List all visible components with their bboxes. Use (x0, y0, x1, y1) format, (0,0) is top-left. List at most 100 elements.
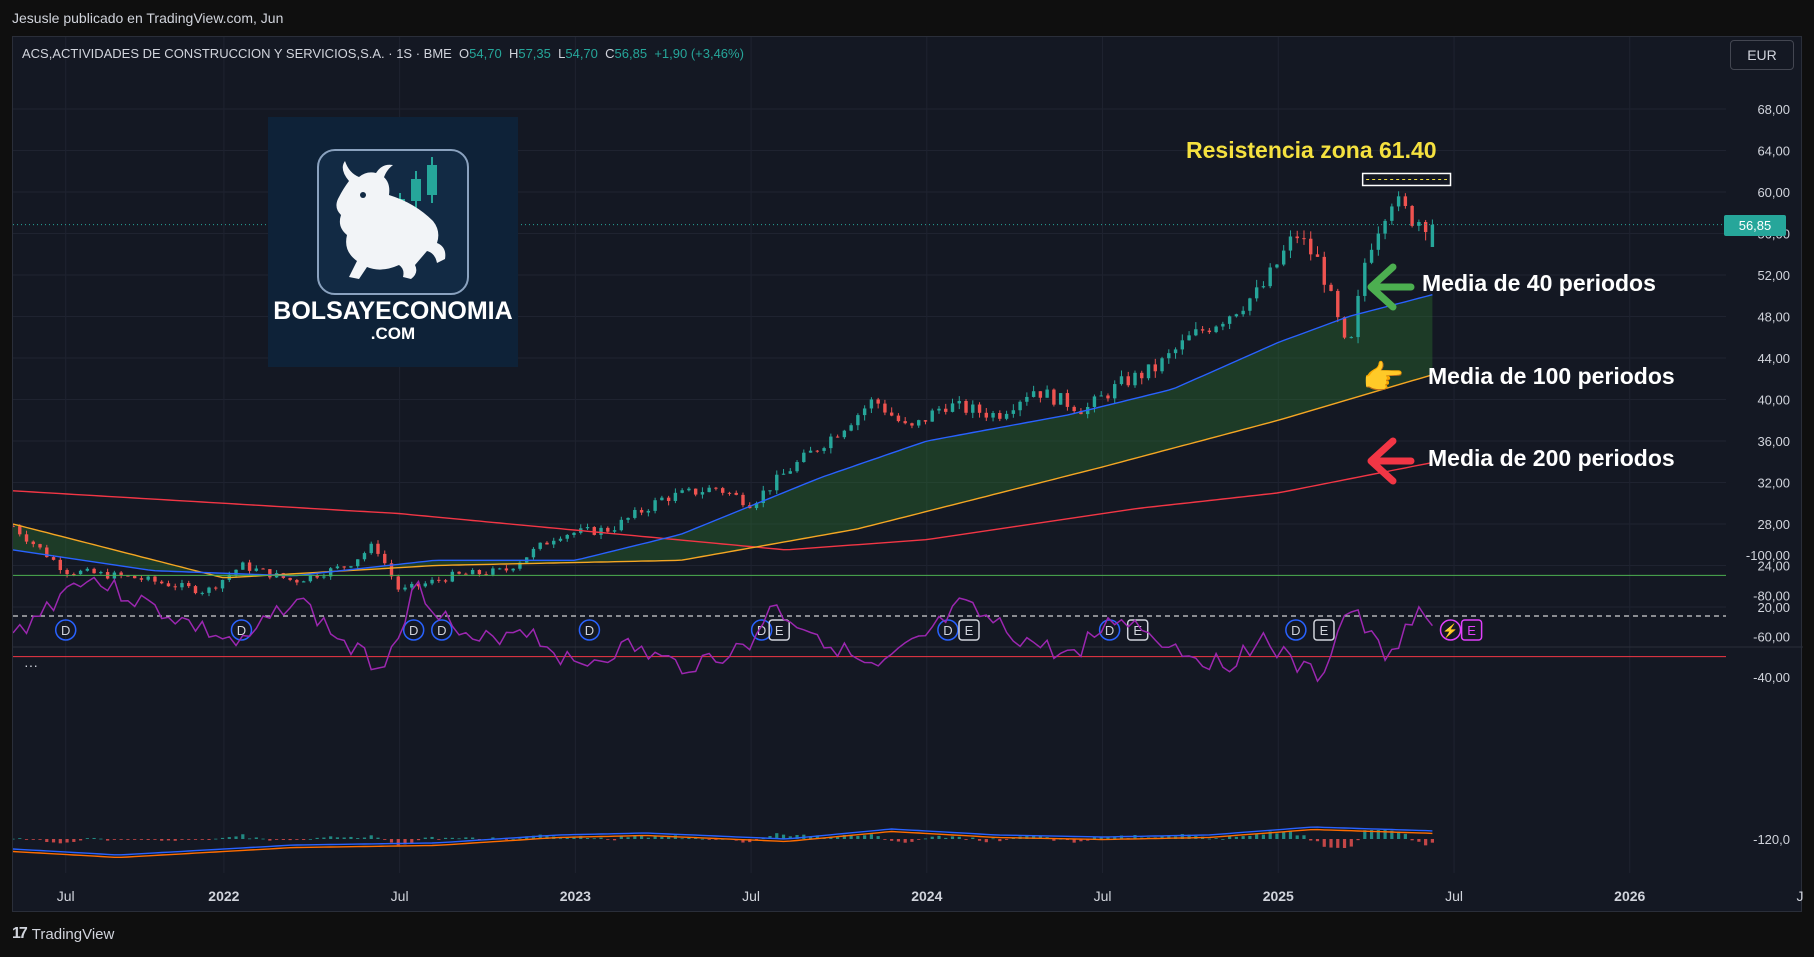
price-tick-label: 60,00 (1757, 185, 1790, 200)
macd-histogram-bar (45, 839, 49, 842)
candle-body (639, 509, 644, 513)
macd-histogram-bar (1268, 831, 1272, 839)
macd-histogram-bar (410, 839, 414, 843)
macd-histogram-bar (660, 836, 664, 839)
candle-body (383, 553, 387, 564)
macd-histogram-bar (1309, 839, 1313, 841)
macd-histogram-bar (416, 839, 421, 841)
macd-histogram-bar (1052, 839, 1056, 841)
candle-body (288, 577, 292, 580)
ma40-line (13, 294, 1433, 577)
candle-body (254, 568, 259, 571)
candle-body (1322, 256, 1326, 285)
macd-histogram-bar (200, 839, 204, 840)
candle-body (416, 583, 421, 587)
candle-body (1018, 401, 1022, 411)
macd-histogram-bar (430, 836, 434, 839)
macd-histogram-bar (464, 837, 468, 839)
candle-body (1180, 340, 1185, 350)
macd-histogram-bar (1288, 830, 1293, 839)
macd-histogram-bar (795, 835, 799, 839)
macd-histogram-bar (187, 839, 191, 840)
macd-histogram-bar (369, 835, 373, 839)
macd-histogram-bar (58, 839, 62, 844)
arrow-stroke (1367, 437, 1415, 485)
candle-body (1200, 329, 1205, 331)
price-tick-label: 40,00 (1757, 393, 1790, 408)
candle-body (410, 583, 414, 588)
symbol-legend[interactable]: ACS,ACTIVIDADES DE CONSTRUCCION Y SERVIC… (22, 46, 744, 61)
candle-body (531, 548, 536, 558)
time-tick-label: 2024 (911, 888, 942, 904)
macd-histogram-bar (1011, 838, 1015, 839)
ma100-annotation: Media de 100 periodos (1428, 363, 1675, 389)
macd-histogram-bar (558, 838, 563, 840)
candle-body (1038, 391, 1043, 398)
macd-histogram-bar (504, 839, 509, 840)
rsi-tick-label: -80,00 (1753, 589, 1790, 604)
candle-body (998, 412, 1002, 419)
candle-body (1167, 353, 1171, 359)
macd-histogram-bar (106, 839, 110, 841)
candle-body (322, 576, 326, 578)
macd-histogram-bar (295, 839, 299, 840)
marker-label: D (585, 623, 594, 638)
macd-histogram-bar (518, 838, 522, 840)
macd-histogram-bar (639, 835, 644, 839)
candle-body (511, 568, 515, 571)
macd-histogram-bar (565, 837, 569, 839)
macd-histogram-bar (376, 837, 380, 839)
marker-label: E (965, 623, 974, 638)
candle-body (1329, 284, 1333, 291)
macd-histogram-bar (775, 833, 779, 839)
ma200-annotation: Media de 200 periodos (1428, 445, 1675, 471)
macd-histogram-bar (437, 839, 441, 840)
macd-histogram-bar (788, 836, 792, 839)
high-label: H (508, 46, 519, 61)
resistance-annotation: Resistencia zona 61.40 (1186, 137, 1437, 163)
bull-icon (336, 157, 446, 279)
candle-body (822, 448, 826, 451)
candle-body (856, 415, 860, 426)
pane-menu-icon[interactable]: ··· (24, 657, 38, 673)
candle-body (1113, 384, 1117, 399)
macd-histogram-bar (302, 839, 306, 840)
macd-histogram-bar (1376, 830, 1380, 839)
candle-body (18, 526, 22, 535)
macd-histogram-bar (1336, 839, 1340, 848)
candle-body (132, 575, 137, 579)
macd-histogram-bar (65, 839, 69, 843)
candle-body (153, 576, 157, 582)
time-tick-label: 2026 (1614, 888, 1645, 904)
candle-body (1227, 316, 1232, 324)
chart-canvas[interactable]: 68,0064,0060,0056,0052,0048,0044,0040,00… (13, 37, 1803, 913)
candle-body (430, 579, 434, 584)
candle-body (491, 568, 495, 575)
ma200-arrow-icon (1367, 437, 1415, 485)
candle-body (1336, 290, 1340, 318)
earnings-marker (1460, 619, 1483, 641)
candle-body (633, 509, 637, 518)
macd-histogram-bar (944, 837, 948, 839)
currency-button[interactable]: EUR (1730, 40, 1794, 70)
candle-body (1383, 220, 1387, 234)
macd-signal-line (13, 828, 1433, 858)
candle-body (396, 576, 400, 590)
candle-body (1390, 206, 1394, 221)
macd-histogram-bar (1430, 839, 1435, 843)
candle-body (24, 534, 29, 542)
candle-body (558, 538, 563, 541)
tradingview-footer[interactable]: 17 TradingView (12, 925, 114, 943)
macd-histogram-bar (166, 839, 171, 841)
price-tick-label: 36,00 (1757, 434, 1790, 449)
candle-body (815, 450, 820, 452)
candle-body (984, 412, 989, 418)
candle-body (585, 527, 590, 529)
macd-histogram-bar (856, 836, 860, 839)
event-markers: D D D D D D E D E D E D E ⚡ E (54, 619, 1483, 641)
candle-body (964, 400, 968, 413)
macd-histogram-bar (443, 837, 448, 839)
macd-histogram-bar (207, 839, 211, 840)
candle-body (977, 404, 982, 413)
candle-body (545, 542, 549, 545)
